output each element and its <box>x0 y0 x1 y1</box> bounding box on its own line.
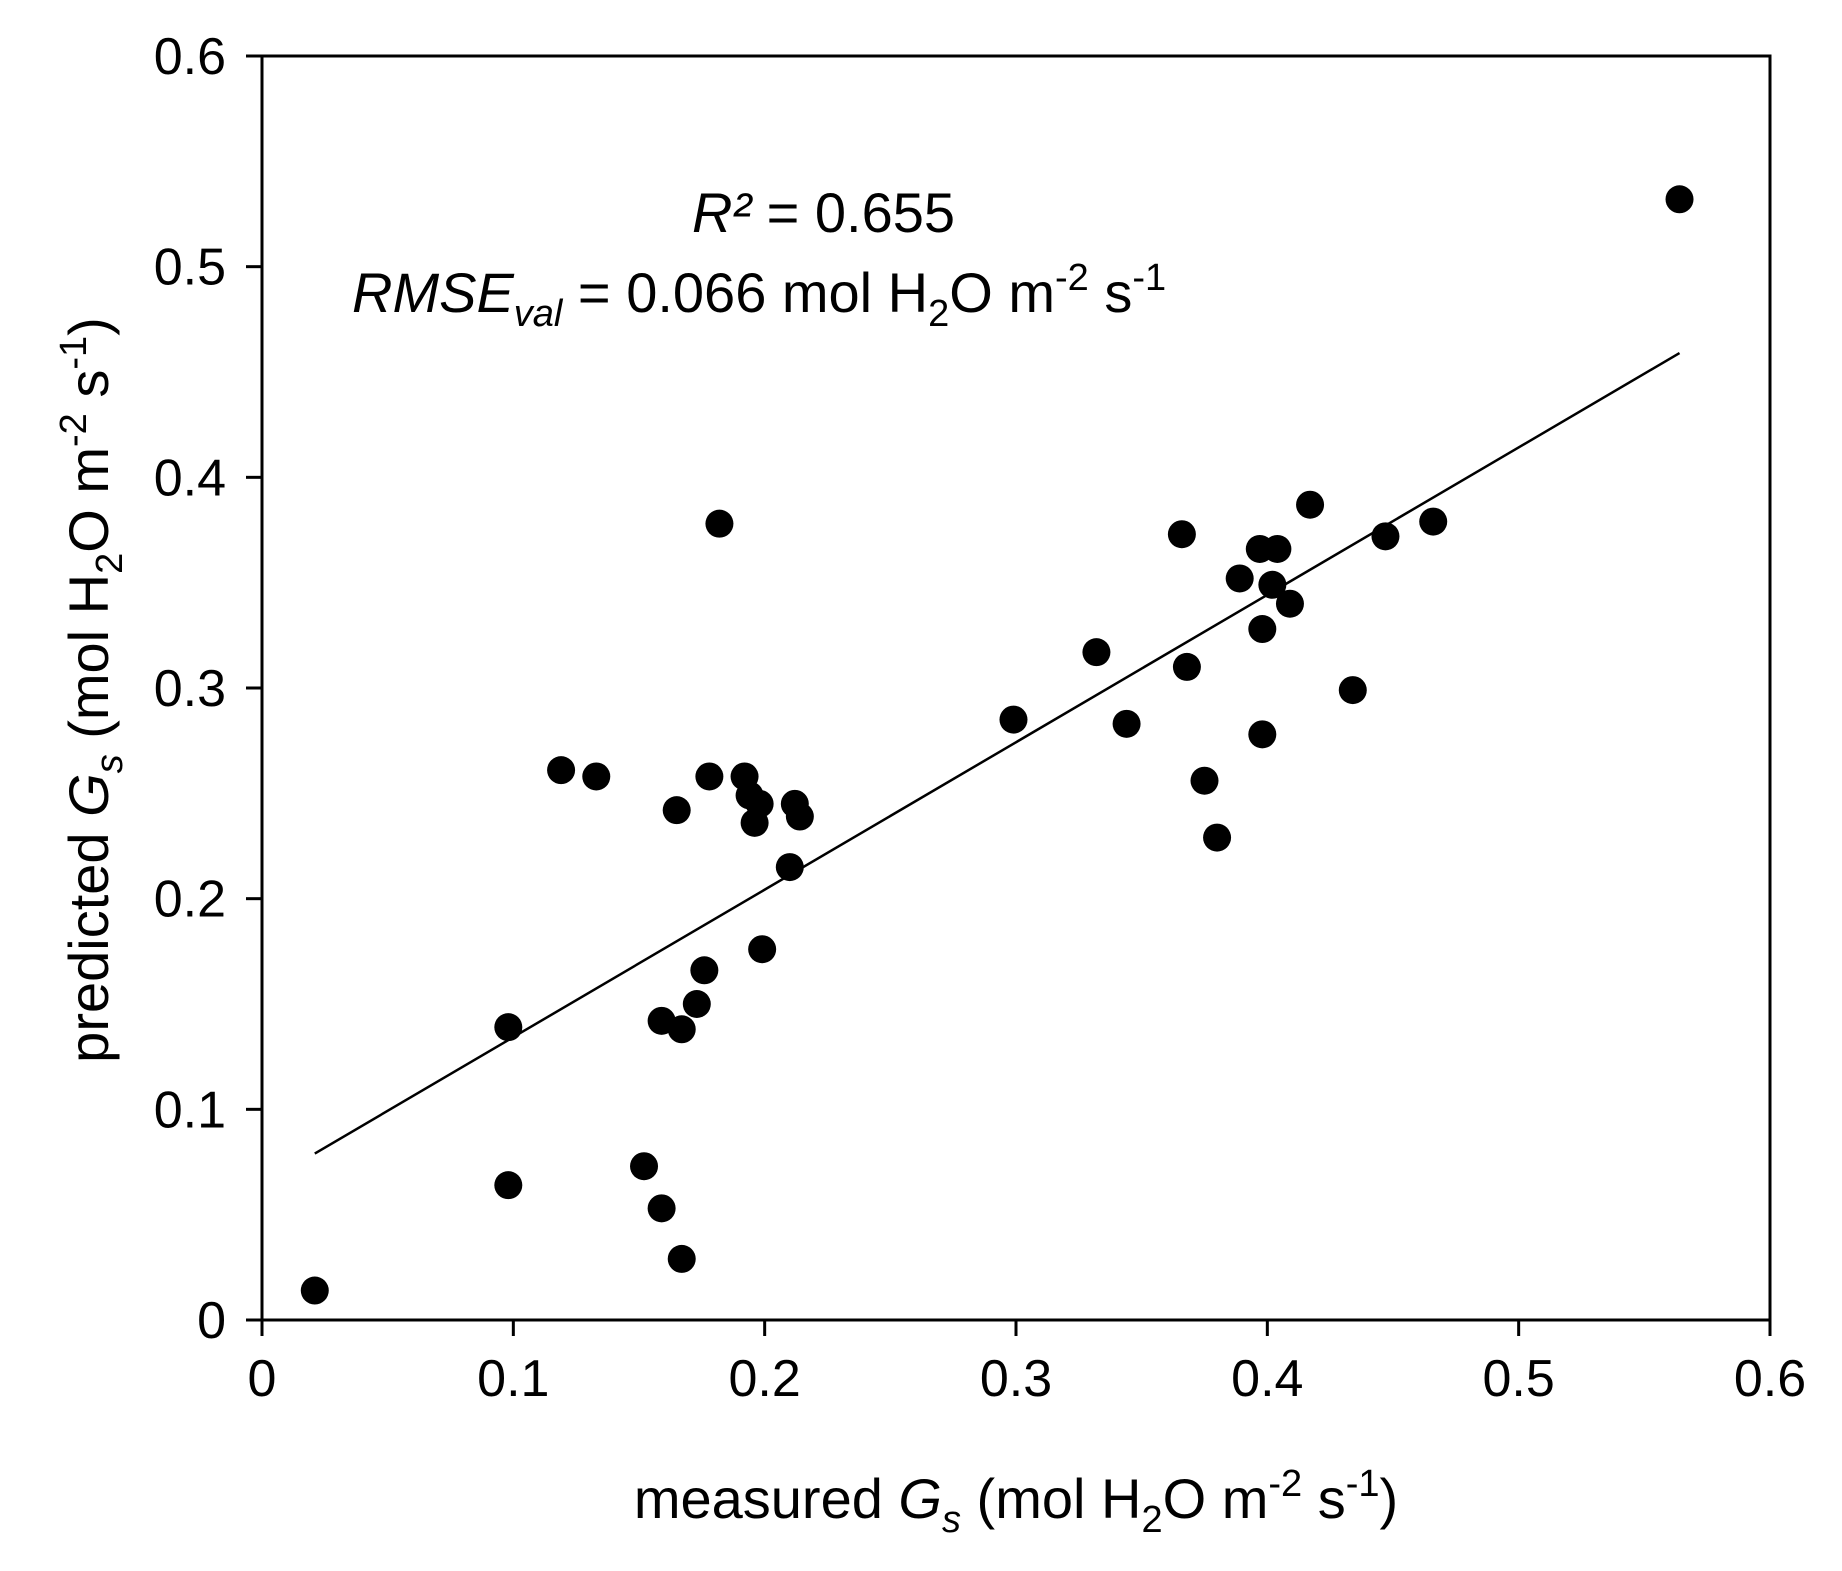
x-axis-label: measured Gs (mol H2O m-2 s-1) <box>634 1463 1398 1541</box>
y-tick-label: 0.4 <box>154 449 226 507</box>
data-point <box>690 956 719 985</box>
regression-line <box>314 351 1681 1155</box>
rmse-unit-mid: O m <box>949 261 1055 324</box>
y-axis-ticks: 0 0.1 0.2 0.3 0.4 0.5 0.6 <box>154 28 262 1350</box>
data-point <box>1112 709 1141 738</box>
y-label-sup1: -2 <box>53 413 95 447</box>
data-point <box>682 990 711 1018</box>
rmse-sup1: -2 <box>1055 257 1089 299</box>
x-label-unit-open: (mol H <box>961 1467 1141 1530</box>
data-point <box>1248 720 1277 749</box>
x-label-symbol: G <box>898 1467 942 1530</box>
x-label-unit-mid: O m <box>1163 1467 1269 1530</box>
data-point <box>494 1013 523 1042</box>
rmse-s: s <box>1089 261 1133 324</box>
data-point <box>667 1015 696 1044</box>
rmse-sup2: -1 <box>1132 257 1166 299</box>
rmse-label: RMSE <box>352 261 514 324</box>
data-point <box>1225 564 1254 593</box>
r-squared-annotation: R² = 0.655 <box>692 181 955 244</box>
data-point <box>1665 185 1694 214</box>
data-point <box>1172 652 1201 681</box>
y-label-unit-sub: 2 <box>89 553 131 574</box>
data-point <box>775 853 804 882</box>
x-label-sup1: -2 <box>1268 1463 1302 1505</box>
data-point <box>1263 534 1292 563</box>
data-point <box>1419 507 1448 536</box>
data-point <box>785 802 814 831</box>
y-tick-label: 0.1 <box>154 1081 226 1139</box>
data-point <box>1082 638 1111 667</box>
y-tick-label: 0.5 <box>154 239 226 297</box>
rmse-annotation: RMSEval = 0.066 mol H2O m-2 s-1 <box>352 257 1166 335</box>
rmse-h2-subscript: 2 <box>928 293 949 335</box>
x-tick-label: 0.1 <box>477 1350 549 1408</box>
data-point <box>647 1194 676 1223</box>
data-point <box>1371 522 1400 551</box>
x-axis-ticks: 0 0.1 0.2 0.3 0.4 0.5 0.6 <box>248 1320 1806 1408</box>
x-tick-label: 0.6 <box>1734 1350 1806 1408</box>
data-point <box>300 1276 329 1305</box>
data-point <box>1167 520 1196 549</box>
y-label-unit-open: (mol H <box>57 574 120 754</box>
data-point <box>547 756 576 785</box>
data-point <box>1190 766 1219 795</box>
data-point <box>582 762 611 791</box>
r-squared-value: = 0.655 <box>751 181 955 244</box>
rmse-subscript: val <box>514 293 564 335</box>
y-label-sup2: -1 <box>53 336 95 370</box>
y-label-symbol-sub: s <box>89 754 131 773</box>
x-label-unit-sub: 2 <box>1141 1499 1162 1541</box>
data-point <box>1338 676 1367 705</box>
y-tick-label: 0.2 <box>154 871 226 929</box>
data-point <box>1248 615 1277 644</box>
data-point <box>662 796 691 825</box>
data-point <box>745 789 774 818</box>
y-label-prefix: predicted <box>57 817 120 1063</box>
x-label-prefix: measured <box>634 1467 899 1530</box>
x-tick-label: 0.2 <box>729 1350 801 1408</box>
r-squared-label: R² <box>692 181 753 244</box>
rmse-value: = 0.066 mol H <box>562 261 928 324</box>
x-label-sup2: -1 <box>1346 1463 1380 1505</box>
data-points <box>300 185 1694 1305</box>
data-point <box>494 1171 523 1200</box>
data-point <box>1275 589 1304 618</box>
y-label-symbol: G <box>57 773 120 817</box>
data-point <box>630 1152 659 1181</box>
data-point <box>667 1244 696 1273</box>
x-tick-label: 0.4 <box>1231 1350 1303 1408</box>
data-point <box>1203 823 1232 852</box>
plot-frame <box>260 54 1772 1322</box>
data-point <box>748 935 777 964</box>
y-tick-label: 0.6 <box>154 28 226 86</box>
x-tick-label: 0.5 <box>1483 1350 1555 1408</box>
y-tick-label: 0 <box>197 1292 226 1350</box>
y-axis-label: predicted Gs (mol H2O m-2 s-1) <box>53 317 131 1063</box>
y-label-unit-close: ) <box>57 317 120 336</box>
y-label-unit-s: s <box>57 370 120 414</box>
y-label-unit-mid: O m <box>57 447 120 553</box>
data-point <box>695 762 724 791</box>
x-tick-label: 0.3 <box>980 1350 1052 1408</box>
x-tick-label: 0 <box>248 1350 277 1408</box>
x-label-symbol-sub: s <box>942 1499 961 1541</box>
data-point <box>1296 490 1325 519</box>
y-tick-label: 0.3 <box>154 660 226 718</box>
x-label-unit-close: ) <box>1380 1467 1399 1530</box>
data-point <box>705 509 734 538</box>
x-label-unit-s: s <box>1302 1467 1346 1530</box>
data-point <box>1258 570 1287 599</box>
data-point <box>999 705 1028 734</box>
